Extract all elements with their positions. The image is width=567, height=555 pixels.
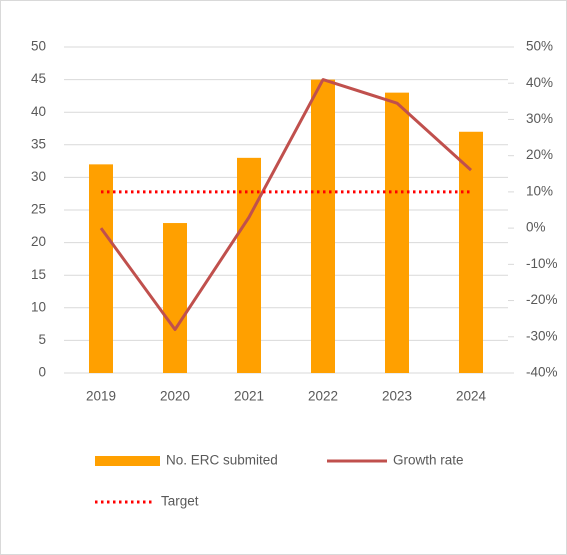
x-tick-label: 2021 [234,389,264,404]
y2-tick-label: -10% [526,256,558,271]
y2-tick-label: 50% [526,39,553,54]
y-tick-label: 0 [38,365,46,380]
x-tick-label: 2020 [160,389,190,404]
line-series [99,78,473,332]
x-tick-label: 2022 [308,389,338,404]
y-tick-label: 30 [31,169,46,184]
y2-tick-label: 30% [526,111,553,126]
y2-tick-label: -30% [526,328,558,343]
y2-tick-label: 20% [526,147,553,162]
legend-label: Target [161,494,199,509]
y2-tick-label: -40% [526,365,558,380]
bar [237,157,261,373]
bar [385,92,409,373]
y2-tick-label: -20% [526,292,558,307]
y2-tick-label: 40% [526,75,553,90]
bar [89,164,113,373]
y-tick-label: 45 [31,71,46,86]
y-tick-label: 10 [31,299,46,314]
bar [163,223,187,373]
bar [459,131,483,373]
legend-label: No. ERC submited [166,453,278,468]
y2-tick-label: 10% [526,183,553,198]
y-tick-label: 5 [38,332,46,347]
legend-swatch [95,456,160,466]
x-tick-label: 2024 [456,389,487,404]
y-tick-label: 40 [31,104,46,119]
y2-tick-label: 0% [526,220,546,235]
x-tick-label: 2019 [86,389,116,404]
y-tick-label: 35 [31,136,46,151]
x-tick-label: 2023 [382,389,412,404]
bar [311,79,335,373]
y-tick-label: 25 [31,202,46,217]
y-tick-label: 20 [31,234,46,249]
legend-label: Growth rate [393,453,464,468]
y-tick-label: 50 [31,39,46,54]
y-tick-label: 15 [31,267,46,282]
